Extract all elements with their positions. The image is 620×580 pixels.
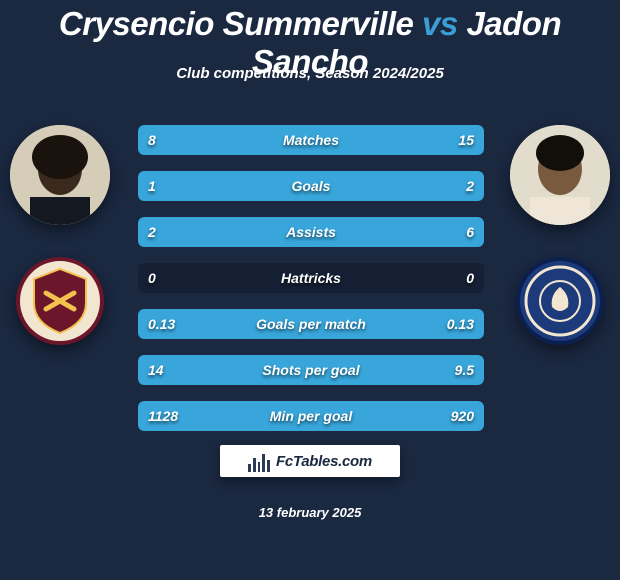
comparison-card: Crysencio Summerville vs Jadon Sancho Cl… xyxy=(0,0,620,580)
club-logo-right xyxy=(516,257,604,345)
bars-icon xyxy=(248,450,270,472)
avatar-placeholder-icon xyxy=(10,125,110,225)
brand-badge[interactable]: FcTables.com xyxy=(220,445,400,477)
stat-label: Matches xyxy=(138,132,484,148)
player1-name: Crysencio Summerville xyxy=(59,5,414,42)
avatar-placeholder-icon xyxy=(510,125,610,225)
subtitle: Club competitions, Season 2024/2025 xyxy=(0,65,620,82)
stat-row: 0.130.13Goals per match xyxy=(138,309,484,339)
stat-label: Hattricks xyxy=(138,270,484,286)
crest-icon xyxy=(520,261,600,341)
date-label: 13 february 2025 xyxy=(0,505,620,520)
stats-list: 815Matches 12Goals 26Assists 00Hattricks 0.1… xyxy=(138,125,484,447)
player1-avatar xyxy=(10,125,110,225)
stat-row: 815Matches xyxy=(138,125,484,155)
stat-label: Assists xyxy=(138,224,484,240)
stat-label: Shots per goal xyxy=(138,362,484,378)
stat-row: 26Assists xyxy=(138,217,484,247)
stat-label: Min per goal xyxy=(138,408,484,424)
club-logo-left xyxy=(16,257,104,345)
player2-avatar xyxy=(510,125,610,225)
vs-label: vs xyxy=(422,5,458,42)
stat-row: 1128920Min per goal xyxy=(138,401,484,431)
shield-icon xyxy=(20,261,100,341)
stat-label: Goals per match xyxy=(138,316,484,332)
stat-row: 00Hattricks xyxy=(138,263,484,293)
stat-row: 149.5Shots per goal xyxy=(138,355,484,385)
brand-text: FcTables.com xyxy=(276,453,372,470)
stat-row: 12Goals xyxy=(138,171,484,201)
stat-label: Goals xyxy=(138,178,484,194)
